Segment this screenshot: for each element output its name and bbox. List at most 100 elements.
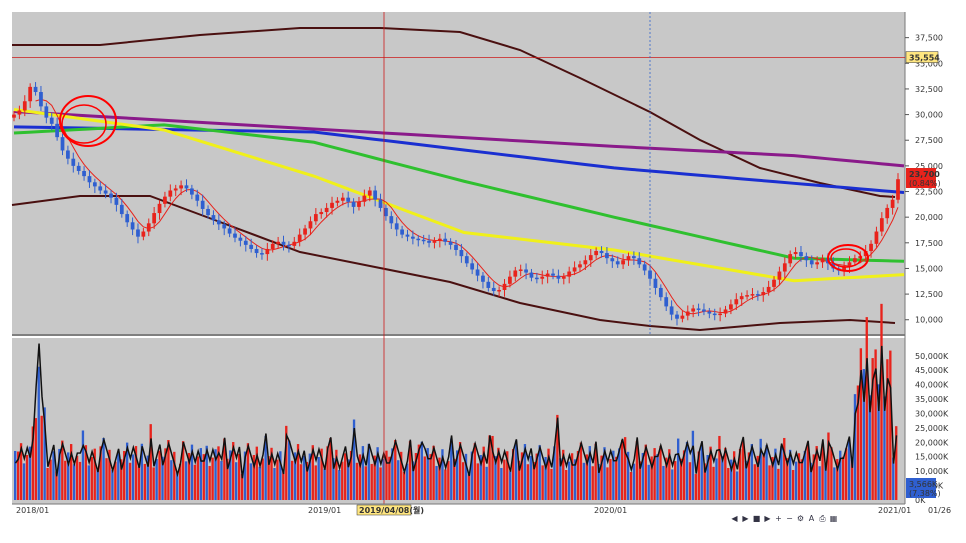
candle-body bbox=[243, 240, 248, 245]
candle-body bbox=[163, 196, 167, 204]
volume-bar bbox=[650, 456, 653, 500]
volume-bar bbox=[509, 471, 512, 500]
prev-icon[interactable]: ◀ bbox=[731, 514, 738, 523]
annotations: 35,554 23,700(0.84%) bbox=[12, 12, 941, 504]
candle-body bbox=[249, 244, 254, 249]
volume-bar bbox=[806, 442, 809, 500]
volume-bar bbox=[252, 455, 256, 500]
volume-bar bbox=[780, 446, 783, 500]
volume-bar bbox=[556, 414, 559, 500]
price-panel bbox=[12, 12, 905, 334]
volume-bar bbox=[120, 459, 123, 500]
volume-bar bbox=[205, 445, 208, 500]
candle-body bbox=[734, 299, 739, 305]
volume-bar bbox=[638, 461, 642, 500]
volume-bar bbox=[597, 463, 600, 500]
candle-body bbox=[842, 266, 846, 271]
candle-body bbox=[260, 253, 264, 255]
volume-bar bbox=[117, 453, 120, 500]
volume-bar bbox=[243, 451, 247, 500]
candle-body bbox=[799, 252, 803, 257]
zoom-in-icon[interactable]: + bbox=[775, 514, 782, 523]
volume-bar bbox=[352, 419, 356, 500]
candle-body bbox=[319, 212, 324, 215]
candle-body bbox=[17, 110, 22, 115]
candle-body bbox=[626, 256, 631, 261]
volume-bar bbox=[270, 447, 273, 500]
volume-bar bbox=[405, 463, 409, 500]
candle-body bbox=[847, 262, 852, 267]
print-icon[interactable]: ⎙ bbox=[819, 514, 826, 523]
volume-bar bbox=[682, 450, 686, 500]
volume-bar bbox=[874, 349, 877, 500]
stop-icon[interactable]: ■ bbox=[752, 514, 761, 523]
volume-bar bbox=[408, 441, 412, 500]
candle-body bbox=[238, 237, 243, 241]
volume-bar bbox=[240, 474, 244, 500]
volume-bar bbox=[355, 462, 359, 500]
candle-body bbox=[863, 251, 868, 257]
volume-bar bbox=[217, 446, 220, 500]
zoom-out-icon[interactable]: − bbox=[786, 514, 793, 523]
candle-body bbox=[173, 188, 178, 191]
settings-icon[interactable]: ⚙ bbox=[796, 514, 805, 523]
volume-bar bbox=[818, 466, 821, 500]
candle-body bbox=[561, 276, 566, 279]
candle-body bbox=[179, 185, 183, 189]
y-tick-label: 10,000 bbox=[915, 316, 943, 325]
candle-body bbox=[195, 194, 200, 201]
y-tick-label: 37,500 bbox=[915, 34, 943, 43]
volume-bar bbox=[541, 465, 544, 500]
volume-bar bbox=[105, 458, 108, 500]
play-icon[interactable]: ▶ bbox=[742, 514, 749, 523]
volume-bar bbox=[167, 440, 170, 500]
volume-bar bbox=[612, 450, 615, 500]
volume-bar bbox=[600, 455, 603, 500]
volume-bar bbox=[632, 463, 636, 500]
volume-bar bbox=[302, 455, 306, 500]
volume-bar bbox=[128, 462, 132, 500]
candle-body bbox=[470, 263, 475, 270]
volume-bar bbox=[96, 468, 99, 500]
last-price-change: (0.84%) bbox=[909, 179, 941, 188]
x-tick-label: 2019/01 bbox=[308, 506, 341, 515]
candle-body bbox=[475, 269, 480, 276]
volume-bar bbox=[644, 444, 647, 500]
volume-bar bbox=[134, 446, 138, 500]
candle-body bbox=[216, 220, 221, 225]
candle-body bbox=[254, 248, 259, 254]
candle-body bbox=[152, 213, 157, 224]
volume-bar bbox=[308, 453, 312, 500]
candle-body bbox=[389, 216, 394, 224]
volume-bar bbox=[90, 457, 93, 500]
text-icon[interactable]: A bbox=[808, 514, 815, 523]
candle-body bbox=[384, 207, 388, 217]
volume-bar bbox=[400, 451, 403, 500]
volume-bar bbox=[594, 443, 597, 500]
candle-body bbox=[669, 306, 674, 315]
x-tick-label: 2020/01 bbox=[594, 506, 627, 515]
candle-body bbox=[313, 214, 318, 222]
volume-bar bbox=[164, 448, 167, 500]
ma-purple-line bbox=[13, 110, 905, 168]
volume-bar bbox=[476, 463, 479, 500]
volume-bar bbox=[700, 443, 703, 500]
volume-bar bbox=[550, 468, 553, 500]
volume-bar bbox=[538, 445, 541, 500]
grid-icon[interactable]: ▦ bbox=[829, 514, 838, 523]
next-icon[interactable]: ▶ bbox=[764, 514, 771, 523]
volume-bar bbox=[791, 470, 795, 500]
volume-tick-label: 20,000K bbox=[915, 438, 949, 447]
candle-body bbox=[712, 313, 717, 316]
candle-body bbox=[804, 256, 809, 261]
volume-bar bbox=[517, 460, 521, 500]
volume-bar bbox=[727, 467, 730, 500]
volume-bar bbox=[859, 348, 863, 500]
volume-bar bbox=[741, 440, 745, 500]
volume-bar bbox=[249, 463, 253, 500]
candle-body bbox=[60, 137, 65, 151]
candle-body bbox=[680, 315, 685, 319]
volume-bar bbox=[299, 464, 303, 500]
volume-bar bbox=[75, 455, 79, 500]
volume-bar bbox=[84, 445, 88, 500]
